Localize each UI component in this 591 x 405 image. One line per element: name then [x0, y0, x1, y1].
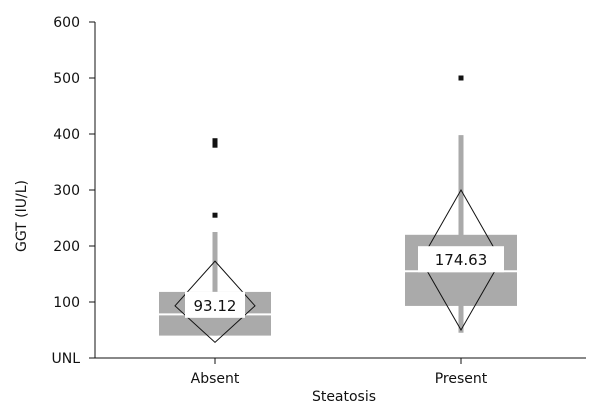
outlier-point [212, 138, 218, 144]
x-axis-title: Steatosis [312, 389, 376, 405]
y-tick-label: 100 [53, 295, 80, 311]
outlier-point [212, 142, 218, 148]
y-tick-label: 600 [53, 15, 80, 31]
y-tick-label: 200 [53, 239, 80, 255]
y-axis: UNL 100 200 300 400 500 600 [51, 15, 96, 367]
box-group-present: 174.63 [405, 75, 517, 333]
x-tick-label: Present [435, 371, 488, 387]
y-tick-label: 400 [53, 127, 80, 143]
plot-area: 93.12 174.63 [159, 75, 517, 343]
mean-label: 93.12 [194, 297, 237, 315]
y-axis-title: GGT (IU/L) [14, 180, 30, 252]
mean-label-bg [185, 291, 245, 318]
mean-diamond [420, 188, 502, 332]
x-tick-label: Absent [191, 371, 240, 387]
y-tick-label: UNL [51, 351, 80, 367]
outlier-point [458, 75, 464, 81]
x-axis: Absent Present [95, 357, 586, 387]
y-tick-label: 500 [53, 71, 80, 87]
outlier-point [212, 212, 218, 218]
box-group-absent: 93.12 [159, 138, 271, 343]
mean-label: 174.63 [435, 251, 488, 269]
y-tick-label: 300 [53, 183, 80, 199]
mean-diamond [174, 260, 256, 343]
mean-label-bg [418, 246, 504, 273]
